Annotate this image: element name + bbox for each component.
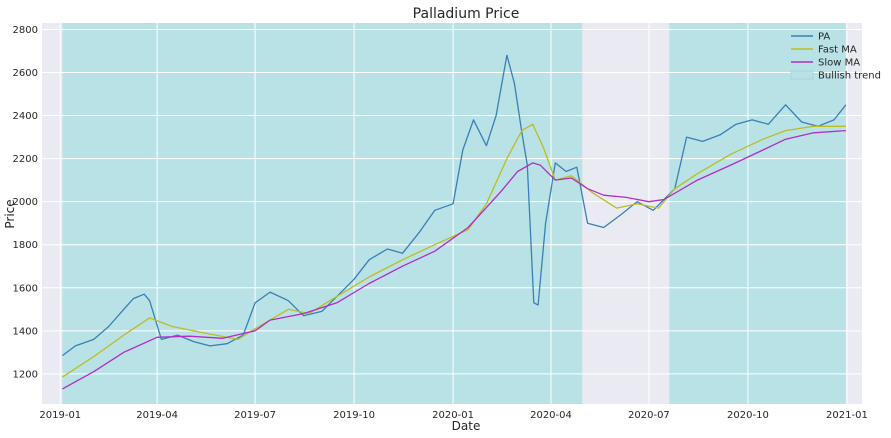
y-axis-title: Price	[3, 199, 17, 228]
series-line-pa	[62, 54, 847, 357]
x-axis-title: Date	[452, 419, 481, 433]
y-tick-label: 2800	[13, 25, 38, 36]
legend-label-1: PA	[818, 32, 830, 43]
x-tick-label: 2020-10	[727, 410, 769, 421]
y-tick-label: 2600	[13, 68, 38, 79]
grid-lines	[42, 23, 862, 404]
x-tick-label: 2020-04	[530, 410, 572, 421]
series-lines	[62, 54, 847, 390]
y-tick-label: 1800	[13, 240, 38, 251]
x-tick-label: 2021-01	[826, 410, 868, 421]
y-tick-label: 1400	[13, 326, 38, 337]
legend-label-4: Bullish trend	[818, 71, 881, 82]
x-tick-label: 2020-01	[432, 410, 474, 421]
x-tick-label: 2019-07	[234, 410, 276, 421]
x-axis: 2019-01 2019-04 2019-07 2019-10 2020-01 2020-…	[39, 410, 867, 421]
y-tick-label: 2400	[13, 111, 38, 122]
chart-title: Palladium Price	[413, 6, 520, 22]
x-tick-label: 2019-04	[136, 410, 178, 421]
y-axis: 1200 1400 1600 1800 2000 2200 2400 2600 2800	[13, 25, 38, 380]
legend-label-2: Fast MA	[818, 45, 857, 56]
y-tick-label: 1200	[13, 369, 38, 380]
bullish-band-2	[669, 23, 846, 404]
y-tick-label: 1600	[13, 283, 38, 294]
series-line-slow-ma	[62, 129, 846, 390]
bullish-band-1	[62, 23, 583, 404]
legend-swatch-4	[790, 70, 814, 80]
x-tick-label: 2019-01	[39, 410, 81, 421]
legend-label-3: Slow MA	[818, 58, 860, 69]
legend: PA Fast MA Slow MA Bullish trend	[790, 32, 881, 82]
bullish-bands	[62, 23, 846, 404]
y-tick-label: 2200	[13, 154, 38, 165]
x-tick-label: 2020-07	[628, 410, 670, 421]
y-tick-label: 2000	[13, 197, 38, 208]
series-line-fast-ma	[62, 123, 846, 378]
x-tick-label: 2019-10	[333, 410, 375, 421]
